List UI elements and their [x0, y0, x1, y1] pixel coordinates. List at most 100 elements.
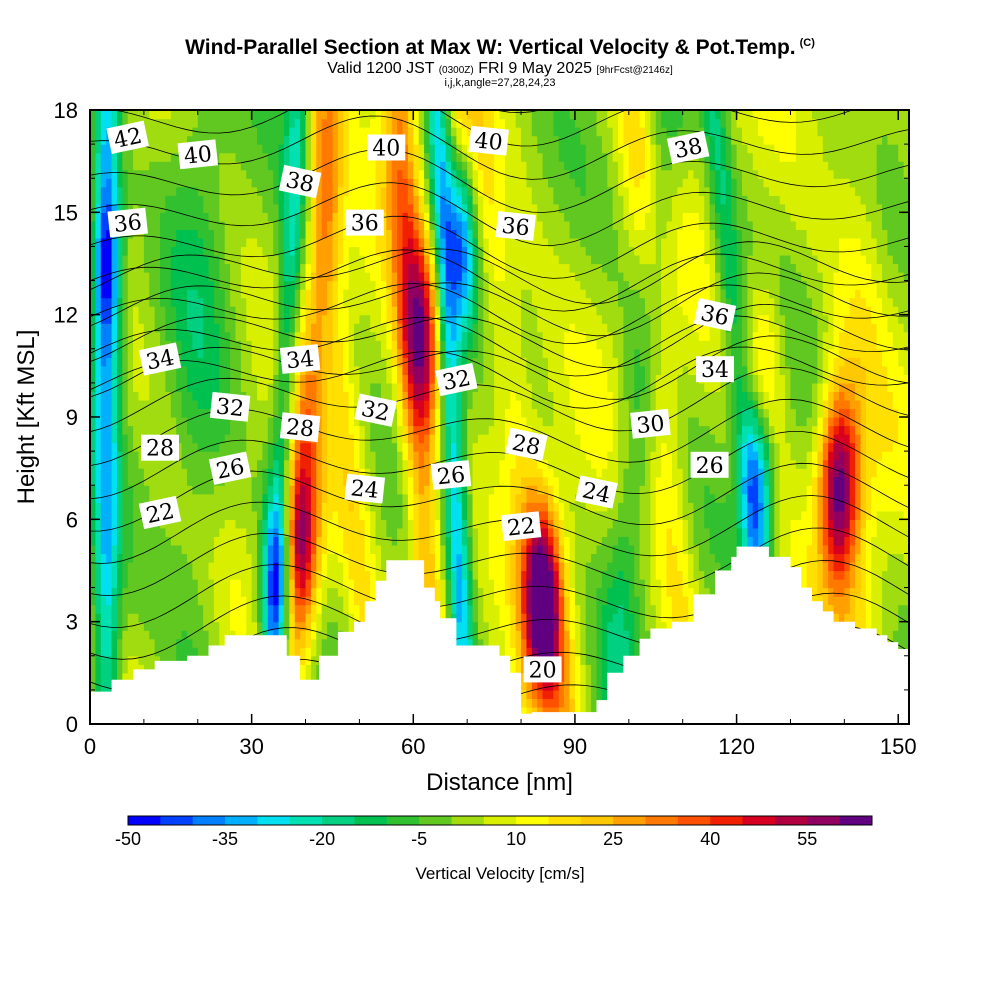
w-cell — [165, 587, 172, 597]
w-cell — [451, 613, 457, 623]
w-cell — [95, 442, 102, 452]
w-cell — [343, 613, 350, 623]
w-cell — [655, 536, 662, 546]
w-cell — [526, 647, 533, 657]
w-cell — [569, 468, 576, 478]
w-cell — [537, 493, 544, 503]
w-cell — [127, 655, 134, 665]
w-cell — [111, 579, 118, 589]
w-cell — [596, 544, 603, 555]
w-cell — [472, 536, 479, 546]
w-cell — [440, 527, 447, 537]
w-cell — [887, 553, 894, 563]
w-cell — [882, 587, 889, 597]
w-cell — [170, 536, 177, 546]
w-cell — [644, 553, 651, 563]
w-cell — [359, 451, 366, 461]
w-cell — [715, 536, 722, 546]
w-cell — [607, 638, 614, 648]
w-cell — [208, 570, 215, 580]
w-cell — [273, 451, 280, 461]
w-cell — [698, 579, 705, 589]
w-cell — [154, 553, 161, 563]
w-cell — [693, 570, 700, 580]
w-cell — [294, 570, 301, 580]
w-cell — [186, 647, 193, 657]
w-cell — [359, 613, 366, 623]
w-cell — [558, 681, 565, 691]
w-cell — [208, 638, 215, 648]
w-cell — [472, 468, 479, 478]
w-cell — [100, 476, 107, 486]
w-cell — [116, 468, 123, 478]
w-cell — [569, 672, 576, 682]
w-cell — [903, 451, 909, 461]
w-cell — [192, 647, 199, 657]
w-cell — [186, 502, 193, 512]
w-cell — [138, 604, 145, 614]
w-cell — [176, 647, 183, 657]
w-cell — [704, 493, 711, 503]
w-cell — [666, 579, 673, 589]
w-cell — [230, 502, 237, 512]
w-cell — [111, 502, 118, 512]
w-cell — [240, 570, 247, 580]
w-cell — [434, 544, 441, 555]
w-cell — [521, 647, 528, 657]
w-cell — [553, 587, 560, 597]
w-cell — [494, 493, 501, 503]
w-cell — [257, 544, 264, 555]
w-cell — [720, 519, 727, 529]
w-cell — [327, 527, 334, 537]
w-cell — [580, 655, 587, 665]
w-cell — [521, 630, 528, 640]
w-cell — [494, 596, 501, 606]
w-cell — [580, 544, 587, 555]
w-cell — [305, 630, 312, 640]
w-cell — [887, 630, 894, 640]
w-cell — [828, 579, 835, 589]
w-cell — [445, 561, 452, 572]
w-cell — [494, 604, 501, 614]
w-cell — [596, 459, 603, 469]
w-cell — [903, 561, 909, 572]
w-cell — [434, 493, 441, 503]
w-cell — [332, 451, 339, 461]
w-cell — [537, 630, 544, 640]
w-cell — [747, 527, 754, 537]
w-cell — [531, 689, 538, 700]
w-cell — [316, 459, 323, 469]
w-cell — [456, 638, 463, 648]
w-cell — [601, 519, 608, 529]
w-cell — [882, 536, 889, 546]
w-cell — [445, 493, 452, 503]
w-cell — [499, 587, 506, 597]
w-cell — [607, 544, 614, 555]
w-cell — [580, 510, 587, 520]
w-cell — [100, 561, 107, 572]
w-cell — [639, 587, 646, 597]
w-cell — [774, 519, 781, 529]
w-cell — [133, 451, 140, 461]
w-cell — [95, 468, 102, 478]
w-cell — [224, 519, 231, 529]
w-cell — [547, 689, 554, 700]
w-cell — [294, 630, 301, 640]
w-cell — [564, 485, 571, 495]
w-cell — [154, 493, 161, 503]
w-cell — [741, 510, 748, 520]
w-cell — [569, 698, 576, 708]
w-cell — [828, 604, 835, 614]
w-cell — [650, 527, 657, 537]
w-cell — [623, 579, 630, 589]
w-cell — [785, 476, 792, 486]
w-cell — [127, 459, 134, 469]
w-cell — [197, 638, 204, 648]
w-cell — [127, 536, 134, 546]
w-cell — [871, 553, 878, 563]
w-cell — [887, 587, 894, 597]
w-cell — [364, 579, 371, 589]
w-cell — [515, 579, 522, 589]
w-cell — [521, 596, 528, 606]
w-cell — [601, 587, 608, 597]
